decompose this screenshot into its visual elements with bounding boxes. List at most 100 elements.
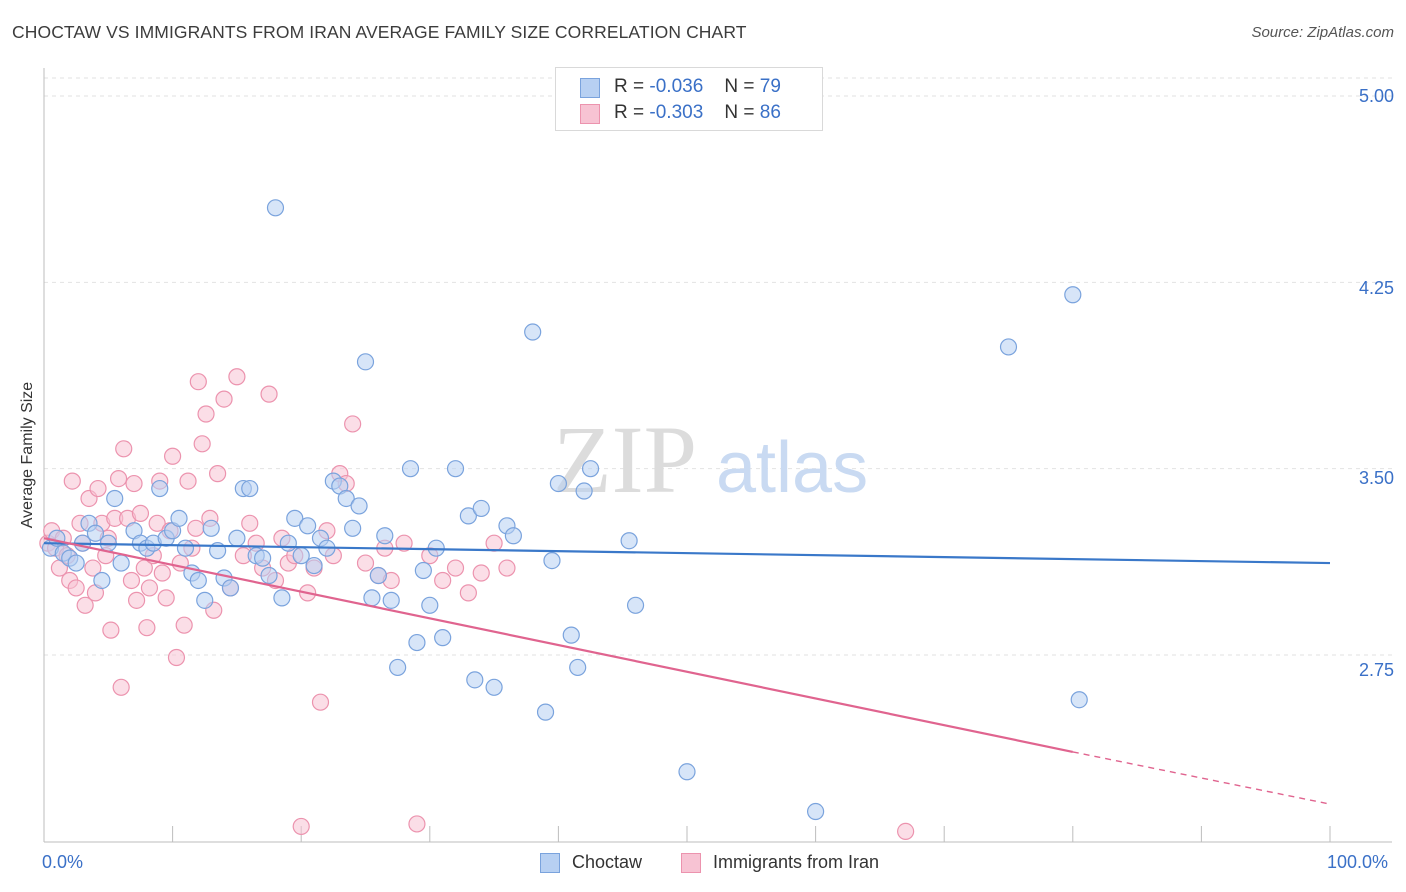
choctaw-point <box>569 658 587 677</box>
choctaw-point <box>228 529 246 547</box>
legend-swatch-choctaw <box>580 78 600 98</box>
iran-point <box>356 554 375 572</box>
iran-point <box>84 559 102 577</box>
choctaw-point <box>106 489 124 508</box>
iran-point <box>131 504 150 522</box>
iran-point <box>140 579 159 597</box>
legend-r-label: R = <box>614 76 645 97</box>
iran-point <box>175 616 193 634</box>
choctaw-point <box>581 460 600 478</box>
choctaw-point <box>999 338 1018 356</box>
y-tick-label: 5.00 <box>1358 86 1394 106</box>
bottom-legend-swatch-iran <box>681 853 701 873</box>
choctaw-point <box>86 524 105 542</box>
choctaw-point <box>389 658 407 677</box>
iran-point <box>89 479 107 498</box>
choctaw-point <box>67 554 85 572</box>
iran-point <box>197 405 215 423</box>
iran-point <box>189 373 207 391</box>
iran-point <box>164 447 182 465</box>
source-label: Source: ZipAtlas.com <box>1251 24 1394 41</box>
iran-point <box>472 564 490 582</box>
watermark: ZIP atlas <box>553 406 868 513</box>
iran-point <box>179 472 197 490</box>
iran-point <box>63 472 81 490</box>
iran-point <box>115 440 133 458</box>
choctaw-point <box>305 556 323 575</box>
choctaw-point <box>446 460 465 478</box>
iran-point <box>122 571 141 590</box>
choctaw-point <box>112 554 130 572</box>
iran-point <box>125 474 143 493</box>
iran-point <box>76 596 94 614</box>
iran-point <box>395 534 413 552</box>
watermark-zip: ZIP <box>553 406 697 513</box>
iran-point <box>112 678 130 696</box>
choctaw-point <box>536 703 555 721</box>
choctaw-point <box>176 539 195 557</box>
iran-point <box>187 519 205 537</box>
choctaw-point <box>562 626 580 644</box>
choctaw-point <box>1064 286 1082 304</box>
choctaw-point <box>189 571 207 590</box>
choctaw-point <box>254 549 272 567</box>
iran-point <box>127 591 146 609</box>
iran-point <box>228 368 246 386</box>
choctaw-point <box>241 479 259 498</box>
choctaw-point <box>260 566 278 585</box>
iran-point <box>408 815 426 833</box>
choctaw-point <box>620 532 638 550</box>
choctaw-point <box>543 551 561 570</box>
legend-swatch-iran <box>580 104 600 124</box>
grid-lines <box>44 77 1392 656</box>
y-tick-label: 4.25 <box>1358 278 1394 298</box>
x-tick-label-min: 0.0% <box>42 852 84 872</box>
choctaw-point <box>485 678 503 696</box>
iran-point <box>485 534 503 552</box>
trend-lines <box>43 537 1331 805</box>
choctaw-point <box>575 482 593 500</box>
choctaw-point <box>202 519 220 537</box>
choctaw-point <box>376 527 394 545</box>
choctaw-point <box>472 499 490 518</box>
iran-point <box>344 415 362 433</box>
y-tick-label: 2.75 <box>1358 660 1394 680</box>
legend-n-label: N = <box>724 102 755 123</box>
iran-point <box>67 579 85 597</box>
choctaw-point <box>151 479 169 498</box>
choctaw-point <box>350 497 368 515</box>
choctaw-point <box>356 353 375 371</box>
choctaw-point <box>459 507 477 525</box>
legend-r-label: R = <box>614 102 645 123</box>
legend-r-value-iran: -0.303 <box>649 102 704 123</box>
iran-point <box>311 693 330 711</box>
choctaw-point <box>626 596 645 614</box>
iran-point <box>897 822 915 840</box>
iran-point <box>193 435 211 453</box>
choctaw-point <box>524 323 542 341</box>
watermark-atlas: atlas <box>716 428 868 508</box>
choctaw-point <box>299 517 317 535</box>
choctaw-point <box>363 589 381 607</box>
iran-point <box>292 817 310 836</box>
iran-point <box>446 559 465 577</box>
choctaw-point <box>421 596 439 614</box>
choctaw-point <box>273 589 291 607</box>
iran-point <box>215 390 233 408</box>
iran-trend-line <box>43 537 1074 753</box>
choctaw-point <box>806 802 825 821</box>
chart-title: CHOCTAW VS IMMIGRANTS FROM IRAN AVERAGE … <box>12 22 747 42</box>
iran-point <box>148 514 166 532</box>
choctaw-point <box>266 199 285 217</box>
choctaw-point <box>93 571 111 590</box>
choctaw-point <box>466 671 484 689</box>
choctaw-point <box>414 561 432 580</box>
iran-point <box>260 385 278 403</box>
legend-r-value-choctaw: -0.036 <box>649 76 704 97</box>
choctaw-point <box>369 566 387 585</box>
bottom-legend-label-choctaw: Choctaw <box>572 852 643 872</box>
iran-point <box>498 559 516 577</box>
x-tick-label-max: 100.0% <box>1327 852 1389 872</box>
iran-point <box>157 589 175 607</box>
